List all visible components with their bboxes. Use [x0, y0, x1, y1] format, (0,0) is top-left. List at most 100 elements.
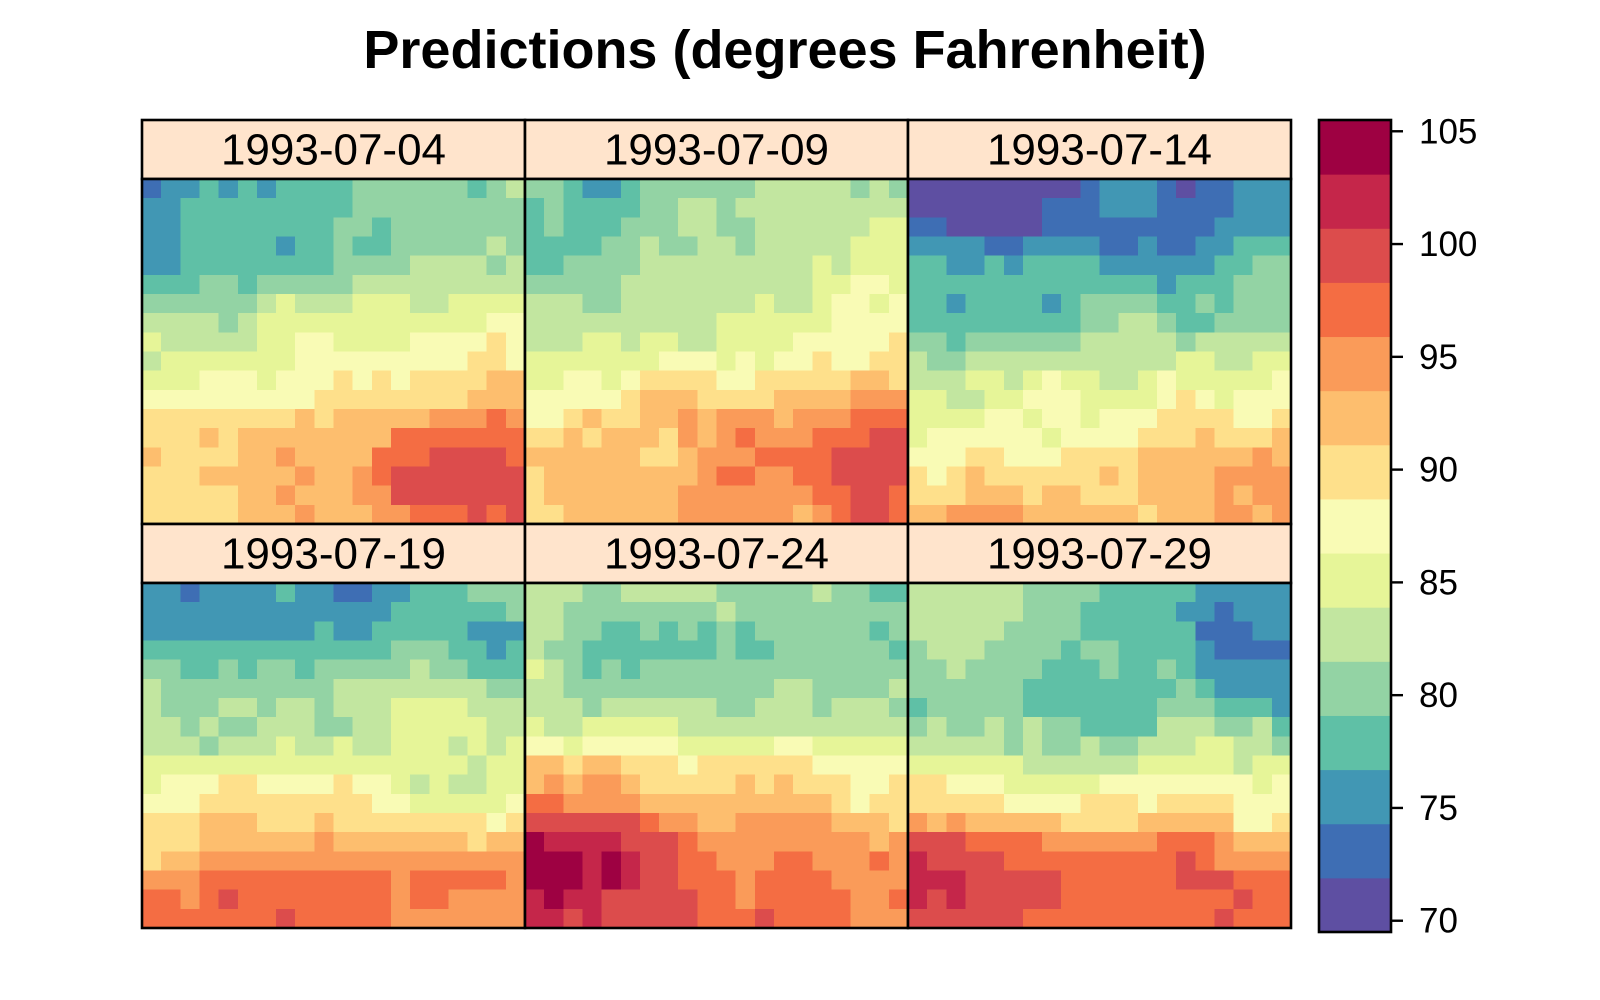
heatmap-cell	[429, 294, 449, 314]
heatmap-cell	[1271, 294, 1292, 314]
heatmap-cell	[1195, 908, 1215, 929]
heatmap-cell	[984, 236, 1005, 257]
heatmap-cell	[908, 389, 928, 410]
heatmap-cell	[1118, 409, 1139, 429]
heatmap-cell	[333, 774, 354, 795]
heatmap-cell	[218, 389, 239, 410]
heatmap-cell	[965, 870, 986, 891]
heatmap-cell	[659, 198, 679, 218]
heatmap-cell	[965, 602, 986, 622]
heatmap-cell	[448, 832, 469, 852]
heatmap-cell	[390, 678, 411, 699]
heatmap-cell	[927, 179, 947, 199]
heatmap-cell	[850, 678, 871, 699]
heatmap-cell	[1003, 621, 1024, 642]
heatmap-cell	[927, 389, 947, 410]
heatmap-cell	[505, 851, 526, 872]
heatmap-cell	[1156, 621, 1177, 642]
heatmap-cell	[563, 736, 584, 757]
heatmap-cell	[850, 274, 871, 295]
heatmap-cell	[1195, 870, 1215, 891]
heatmap-cell	[850, 659, 871, 680]
heatmap-cell	[888, 294, 909, 314]
heatmap-cell	[927, 889, 947, 910]
heatmap-cell	[180, 332, 201, 353]
heatmap-cell	[659, 832, 679, 852]
heatmap-cell	[716, 274, 737, 295]
heatmap-cell	[716, 447, 737, 468]
heatmap-cell	[735, 198, 756, 218]
heatmap-cell	[486, 217, 507, 238]
heatmap-cell	[1195, 583, 1215, 603]
heatmap-cell	[601, 389, 622, 410]
heatmap-cell	[697, 198, 718, 218]
heatmap-cell	[1156, 370, 1177, 391]
heatmap-cell	[371, 870, 392, 891]
heatmap-cell	[1195, 370, 1215, 391]
heatmap-cell	[429, 389, 449, 410]
heatmap-cell	[735, 255, 756, 276]
heatmap-cell	[505, 389, 526, 410]
heatmap-cell	[295, 198, 315, 218]
heatmap-cell	[582, 313, 603, 333]
heatmap-cell	[410, 717, 430, 737]
heatmap-cell	[831, 179, 852, 199]
heatmap-cell	[1137, 832, 1158, 852]
heatmap-cell	[199, 255, 220, 276]
heatmap-cell	[180, 389, 201, 410]
heatmap-cell	[333, 908, 354, 929]
heatmap-cell	[1003, 370, 1024, 391]
heatmap-cell	[697, 640, 718, 661]
heatmap-cell	[869, 889, 890, 910]
heatmap-cell	[812, 736, 832, 757]
heatmap-cell	[142, 179, 162, 199]
heatmap-cell	[314, 389, 335, 410]
heatmap-cell	[180, 851, 201, 872]
heatmap-cell	[1061, 908, 1081, 929]
heatmap-cell	[1156, 198, 1177, 218]
heatmap-cell	[1176, 698, 1196, 718]
heatmap-cell	[505, 736, 526, 757]
heatmap-cell	[639, 717, 660, 737]
heatmap-cell	[812, 198, 832, 218]
heatmap-cell	[965, 755, 986, 776]
heatmap-cell	[525, 621, 545, 642]
heatmap-cell	[888, 485, 909, 506]
heatmap-cell	[390, 351, 411, 372]
heatmap-cell	[869, 332, 890, 353]
heatmap-cell	[486, 774, 507, 795]
heatmap-cell	[850, 236, 871, 257]
heatmap-cell	[1214, 583, 1235, 603]
heatmap-cell	[563, 428, 584, 448]
heatmap-cell	[352, 774, 373, 795]
heatmap-cell	[352, 832, 373, 852]
heatmap-cell	[1003, 851, 1024, 872]
colorbar-tick-label: 95	[1419, 338, 1458, 377]
heatmap-cell	[716, 485, 737, 506]
heatmap-cell	[1176, 774, 1196, 795]
heatmap-cell	[831, 774, 852, 795]
heatmap-cell	[831, 313, 852, 333]
heatmap-cell	[371, 274, 392, 295]
heatmap-cell	[448, 179, 469, 199]
heatmap-cell	[1214, 889, 1235, 910]
heatmap-cell	[639, 313, 660, 333]
heatmap-cell	[237, 332, 258, 353]
heatmap-cell	[1022, 870, 1043, 891]
heatmap-cell	[888, 389, 909, 410]
heatmap-cell	[467, 717, 488, 737]
heatmap-cell	[1042, 294, 1062, 314]
heatmap-cell	[1061, 602, 1081, 622]
heatmap-cell	[601, 698, 622, 718]
heatmap-cell	[352, 466, 373, 487]
panels-layer: 1993-07-04 1993-07-09 1993-07-141993-07-19…	[140, 118, 1293, 930]
heatmap-cell	[1176, 332, 1196, 353]
colorbar-tick-label: 80	[1419, 676, 1458, 715]
heatmap-cell	[467, 851, 488, 872]
heatmap-cell	[1003, 428, 1024, 448]
heatmap-cell	[735, 504, 756, 525]
heatmap-cell	[984, 447, 1005, 468]
heatmap-cell	[1061, 179, 1081, 199]
heatmap-cell	[410, 602, 430, 622]
heatmap-cell	[505, 179, 526, 199]
